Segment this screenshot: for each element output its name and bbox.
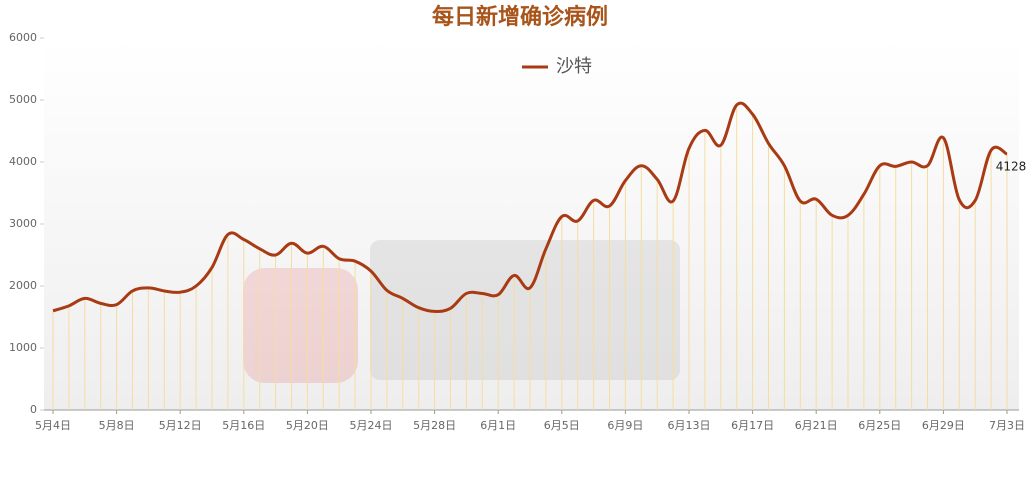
watermark xyxy=(243,240,680,383)
x-tick-label: 7月3日 xyxy=(989,419,1025,432)
series-line xyxy=(52,101,1008,313)
y-tick-label: 0 xyxy=(30,403,37,416)
x-tick-label: 5月8日 xyxy=(99,419,135,432)
y-tick-label: 2000 xyxy=(9,279,37,292)
y-tick-label: 3000 xyxy=(9,217,37,230)
x-tick-label: 5月4日 xyxy=(35,419,71,432)
chart-title: 每日新增确诊病例 xyxy=(432,4,608,30)
x-tick-label: 5月20日 xyxy=(286,419,329,432)
data-label: 4128 xyxy=(996,160,1027,174)
legend-label: 沙特 xyxy=(556,56,592,77)
y-tick-label: 5000 xyxy=(9,93,37,106)
y-tick-label: 6000 xyxy=(9,31,37,44)
x-tick-label: 5月12日 xyxy=(159,419,202,432)
x-tick-label: 5月24日 xyxy=(350,419,393,432)
x-tick-label: 6月21日 xyxy=(795,419,838,432)
x-tick-label: 6月29日 xyxy=(922,419,965,432)
x-tick-label: 6月13日 xyxy=(668,419,711,432)
x-tick-label: 6月1日 xyxy=(480,419,516,432)
y-tick-label: 1000 xyxy=(9,341,37,354)
x-tick-label: 6月25日 xyxy=(858,419,901,432)
plot-background xyxy=(44,38,1019,410)
y-tick-label: 4000 xyxy=(9,155,37,168)
x-tick-label: 5月16日 xyxy=(222,419,265,432)
x-tick-label: 6月5日 xyxy=(544,419,580,432)
x-tick-label: 6月9日 xyxy=(607,419,643,432)
x-tick-label: 5月28日 xyxy=(413,419,456,432)
x-tick-label: 6月17日 xyxy=(731,419,774,432)
